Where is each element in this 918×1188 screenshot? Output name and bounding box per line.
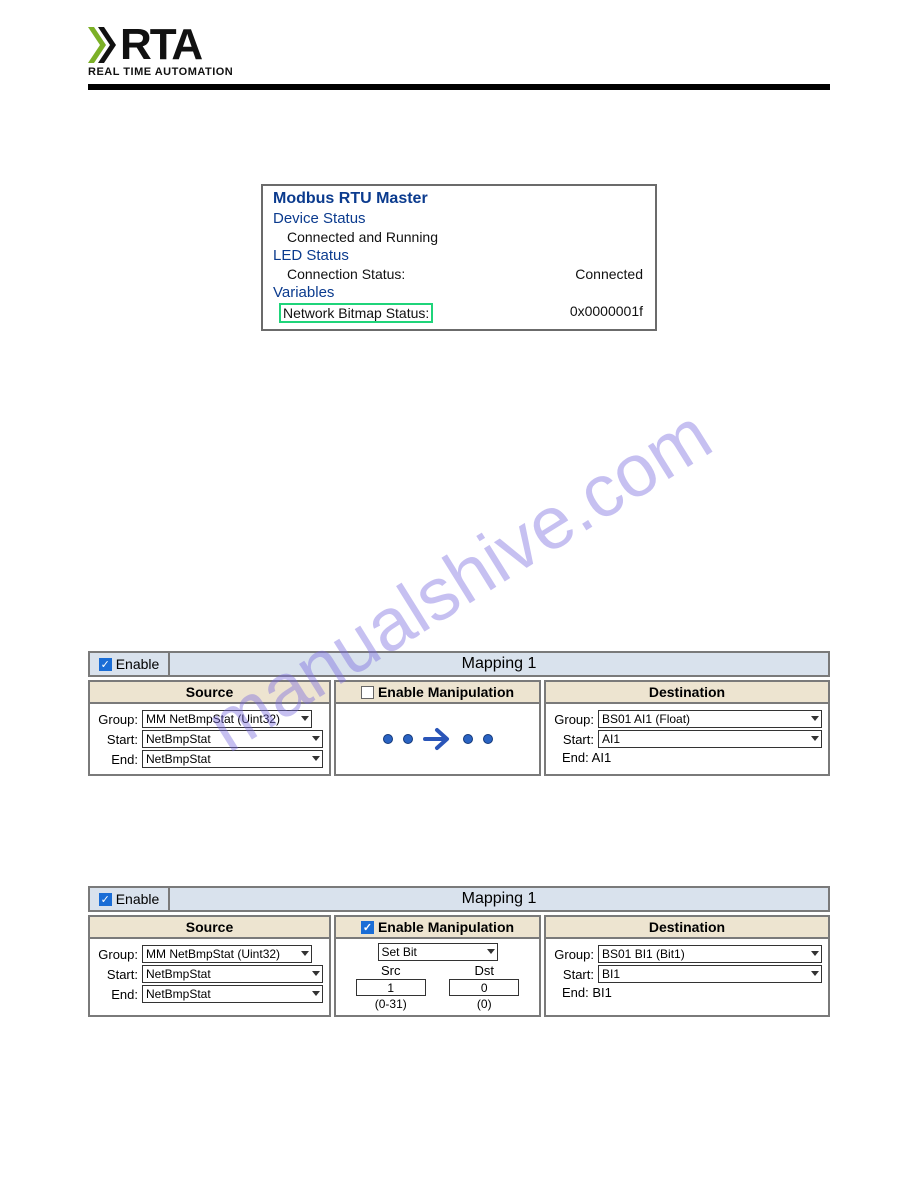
manip-dst-input[interactable]: 0 — [449, 979, 519, 996]
led-status-label: LED Status — [273, 247, 655, 264]
source-end-label: End: — [96, 987, 138, 1002]
device-status-label: Device Status — [273, 210, 655, 227]
manip-dst-range: (0) — [477, 997, 492, 1011]
logo-subtitle: REAL TIME AUTOMATION — [88, 66, 830, 78]
dest-group-select[interactable]: BS01 AI1 (Float) — [598, 710, 822, 728]
enable-checkbox[interactable]: ✓ — [99, 658, 112, 671]
logo: RTA — [88, 20, 830, 70]
dest-group-select[interactable]: BS01 BI1 (Bit1) — [598, 945, 822, 963]
dest-end-row: End: BI1 — [552, 985, 822, 1000]
dest-start-select[interactable]: BI1 — [598, 965, 822, 983]
source-start-label: Start: — [96, 967, 138, 982]
manipulation-checkbox[interactable] — [361, 686, 374, 699]
manipulation-header: Enable Manipulation — [336, 682, 539, 704]
source-group-select[interactable]: MM NetBmpStat (Uint32) — [142, 710, 312, 728]
destination-column: Destination Group: BS01 BI1 (Bit1) Start… — [544, 915, 830, 1017]
mapping-header: ✓ Enable Mapping 1 — [88, 651, 830, 677]
mapping-title: Mapping 1 — [170, 888, 828, 910]
source-start-select[interactable]: NetBmpStat — [142, 730, 323, 748]
mapping-header: ✓ Enable Mapping 1 — [88, 886, 830, 912]
manip-src-input[interactable]: 1 — [356, 979, 426, 996]
manipulation-column: Enable Manipulation — [334, 680, 541, 776]
manipulation-header-label: Enable Manipulation — [378, 684, 514, 700]
enable-cell: ✓ Enable — [90, 888, 170, 910]
manipulation-checkbox[interactable]: ✓ — [361, 921, 374, 934]
flow-graphic — [342, 708, 533, 770]
dest-end-label: End: — [562, 985, 589, 1000]
network-bitmap-label: Network Bitmap Status: — [279, 303, 433, 323]
manipulation-header-label: Enable Manipulation — [378, 919, 514, 935]
manipulation-mode-select[interactable]: Set Bit — [378, 943, 498, 961]
dest-group-label: Group: — [552, 947, 594, 962]
mapping-title: Mapping 1 — [170, 653, 828, 675]
dest-end-value: BI1 — [592, 985, 612, 1000]
dest-group-label: Group: — [552, 712, 594, 727]
arrow-right-icon — [423, 726, 453, 752]
dest-start-label: Start: — [552, 967, 594, 982]
manip-src-range: (0-31) — [375, 997, 407, 1011]
enable-label: Enable — [116, 656, 160, 672]
manip-dst-label: Dst — [475, 963, 495, 978]
dest-end-label: End: — [562, 750, 589, 765]
source-column: Source Group: MM NetBmpStat (Uint32) Sta… — [88, 915, 331, 1017]
enable-cell: ✓ Enable — [90, 653, 170, 675]
dest-start-label: Start: — [552, 732, 594, 747]
connection-status-value: Connected — [575, 266, 643, 282]
flow-dot-icon — [403, 734, 413, 744]
source-group-select[interactable]: MM NetBmpStat (Uint32) — [142, 945, 312, 963]
flow-dot-icon — [483, 734, 493, 744]
mapping-block-2: ✓ Enable Mapping 1 Source Group: MM NetB… — [88, 886, 830, 1017]
page-header: RTA REAL TIME AUTOMATION — [0, 20, 918, 78]
flow-dot-icon — [463, 734, 473, 744]
manipulation-header: ✓ Enable Manipulation — [336, 917, 539, 939]
source-group-label: Group: — [96, 947, 138, 962]
dest-end-value: AI1 — [592, 750, 612, 765]
source-header: Source — [90, 682, 329, 704]
flow-dot-icon — [383, 734, 393, 744]
source-end-select[interactable]: NetBmpStat — [142, 750, 323, 768]
header-divider — [88, 84, 830, 90]
source-end-select[interactable]: NetBmpStat — [142, 985, 323, 1003]
manipulation-column: ✓ Enable Manipulation Set Bit Src 1 (0-3… — [334, 915, 541, 1017]
status-title: Modbus RTU Master — [273, 190, 655, 208]
source-column: Source Group: MM NetBmpStat (Uint32) Sta… — [88, 680, 331, 776]
chevron-icon — [88, 23, 116, 67]
network-bitmap-value: 0x0000001f — [570, 303, 643, 323]
destination-column: Destination Group: BS01 AI1 (Float) Star… — [544, 680, 830, 776]
connection-status-label: Connection Status: — [287, 266, 405, 282]
source-start-select[interactable]: NetBmpStat — [142, 965, 323, 983]
device-status-value: Connected and Running — [287, 229, 438, 245]
enable-label: Enable — [116, 891, 160, 907]
source-start-label: Start: — [96, 732, 138, 747]
destination-header: Destination — [546, 917, 828, 939]
mapping-block-1: ✓ Enable Mapping 1 Source Group: MM NetB… — [88, 651, 830, 776]
dest-start-select[interactable]: AI1 — [598, 730, 822, 748]
enable-checkbox[interactable]: ✓ — [99, 893, 112, 906]
source-end-label: End: — [96, 752, 138, 767]
source-header: Source — [90, 917, 329, 939]
destination-header: Destination — [546, 682, 828, 704]
status-panel: Modbus RTU Master Device Status Connecte… — [261, 184, 657, 331]
variables-label: Variables — [273, 284, 655, 301]
manip-src-label: Src — [381, 963, 401, 978]
dest-end-row: End: AI1 — [552, 750, 822, 765]
source-group-label: Group: — [96, 712, 138, 727]
logo-text: RTA — [120, 20, 201, 70]
